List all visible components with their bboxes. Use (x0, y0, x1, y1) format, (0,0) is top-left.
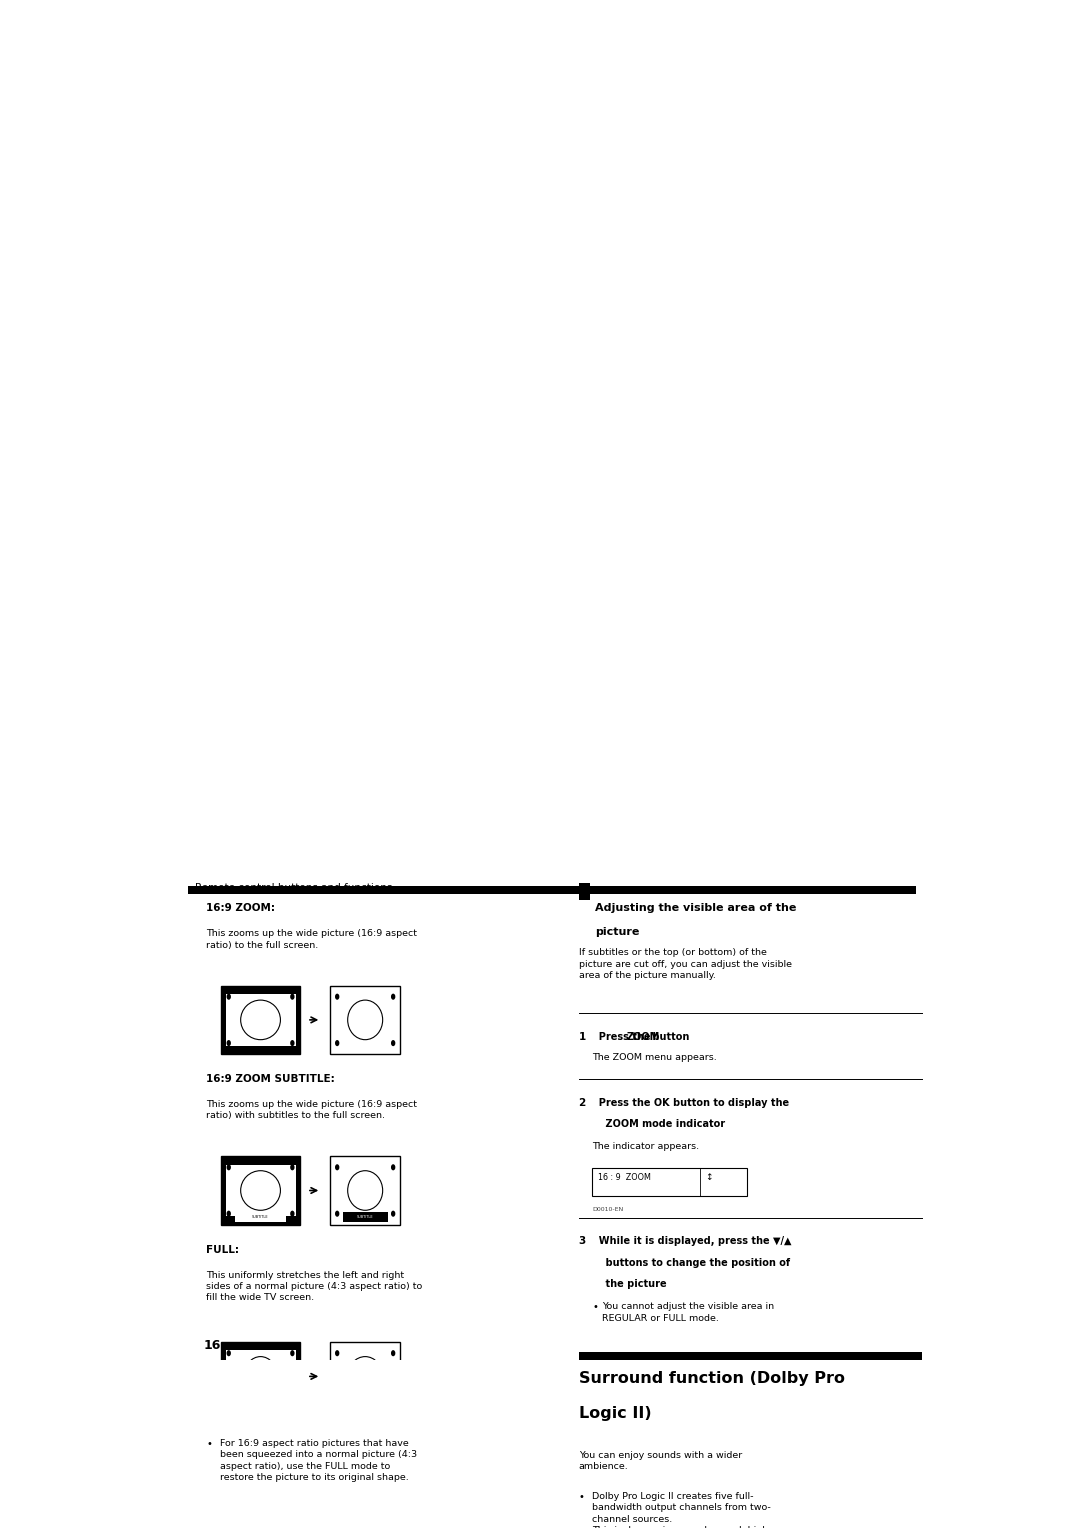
Bar (579, 1352, 922, 1361)
Bar (220, 1157, 300, 1224)
Text: The indicator appears.: The indicator appears. (592, 1143, 699, 1151)
Bar (330, 986, 401, 1054)
Circle shape (291, 1351, 295, 1357)
Bar (592, 1167, 747, 1196)
Circle shape (227, 993, 231, 999)
Circle shape (227, 1210, 231, 1216)
Text: 1: 1 (579, 1031, 585, 1042)
Circle shape (291, 993, 295, 999)
Text: the picture: the picture (592, 1279, 666, 1288)
Circle shape (335, 1351, 339, 1357)
Text: 3: 3 (579, 1236, 585, 1247)
Circle shape (391, 1041, 395, 1047)
Bar (226, 1164, 296, 1216)
Circle shape (291, 1397, 295, 1403)
Bar (579, 883, 591, 900)
Bar (342, 1212, 388, 1222)
Text: Press the OK button to display the: Press the OK button to display the (592, 1097, 789, 1108)
Text: For 16:9 aspect ratio pictures that have
been squeezed into a normal picture (4:: For 16:9 aspect ratio pictures that have… (219, 1439, 417, 1482)
Text: 16:9 ZOOM SUBTITLE:: 16:9 ZOOM SUBTITLE: (206, 1074, 335, 1083)
Text: While it is displayed, press the ▼/▲: While it is displayed, press the ▼/▲ (592, 1236, 792, 1247)
Text: buttons to change the position of: buttons to change the position of (592, 1258, 791, 1268)
Text: •: • (579, 1491, 584, 1502)
Circle shape (291, 1164, 295, 1170)
Text: Press the: Press the (592, 1031, 653, 1042)
Text: This uniformly stretches the left and right
sides of a normal picture (4:3 aspec: This uniformly stretches the left and ri… (206, 1270, 422, 1302)
Bar (330, 1342, 401, 1410)
Bar (220, 1342, 300, 1410)
Text: 16:9 ZOOM:: 16:9 ZOOM: (206, 903, 275, 914)
Text: You can enjoy sounds with a wider
ambience.: You can enjoy sounds with a wider ambien… (579, 1450, 742, 1471)
Text: Surround function (Dolby Pro: Surround function (Dolby Pro (579, 1371, 845, 1386)
Text: picture: picture (595, 927, 639, 937)
Text: FULL:: FULL: (206, 1245, 239, 1254)
Bar (226, 993, 296, 1045)
Circle shape (227, 1397, 231, 1403)
Text: ZOOM mode indicator: ZOOM mode indicator (592, 1118, 725, 1129)
Text: SUBTITLE: SUBTITLE (356, 1215, 374, 1219)
Circle shape (391, 1351, 395, 1357)
Text: 16: 16 (204, 1339, 221, 1352)
Bar (206, 1519, 218, 1528)
Circle shape (391, 1164, 395, 1170)
Text: ZOOM: ZOOM (626, 1031, 660, 1042)
Text: If subtitles or the top (or bottom) of the
picture are cut off, you can adjust t: If subtitles or the top (or bottom) of t… (579, 947, 792, 979)
Text: This zooms up the wide picture (16:9 aspect
ratio) to the full screen.: This zooms up the wide picture (16:9 asp… (206, 929, 417, 950)
Text: This zooms up the wide picture (16:9 aspect
ratio) with subtitles to the full sc: This zooms up the wide picture (16:9 asp… (206, 1100, 417, 1120)
Circle shape (291, 1041, 295, 1047)
Text: 16 : 9  ZOOM: 16 : 9 ZOOM (598, 1174, 651, 1181)
Text: SUBTITLE: SUBTITLE (253, 1215, 269, 1219)
Circle shape (335, 1041, 339, 1047)
Bar (330, 1157, 401, 1224)
Text: Dolby Pro Logic II creates five full-
bandwidth output channels from two-
channe: Dolby Pro Logic II creates five full- ba… (592, 1491, 771, 1528)
Text: ↕: ↕ (705, 1174, 713, 1181)
Text: Remote control buttons and functions: Remote control buttons and functions (195, 883, 393, 894)
Text: D0010-EN: D0010-EN (592, 1207, 623, 1212)
Circle shape (391, 1397, 395, 1403)
Circle shape (335, 1397, 339, 1403)
Text: You cannot adjust the visible area in
REGULAR or FULL mode.: You cannot adjust the visible area in RE… (602, 1302, 774, 1323)
Bar (188, 886, 916, 894)
Circle shape (227, 1351, 231, 1357)
Circle shape (227, 1164, 231, 1170)
Bar (220, 986, 300, 1054)
Text: Logic II): Logic II) (579, 1406, 651, 1421)
Text: •: • (592, 1302, 598, 1313)
Circle shape (227, 1041, 231, 1047)
Circle shape (335, 993, 339, 999)
Text: button: button (649, 1031, 689, 1042)
Circle shape (291, 1210, 295, 1216)
Text: 2: 2 (579, 1097, 585, 1108)
Circle shape (335, 1164, 339, 1170)
Bar (226, 1351, 296, 1403)
Bar (235, 1212, 286, 1222)
Text: Adjusting the visible area of the: Adjusting the visible area of the (595, 903, 797, 914)
Text: The ZOOM menu appears.: The ZOOM menu appears. (592, 1053, 717, 1062)
Text: •: • (206, 1439, 212, 1449)
Circle shape (335, 1210, 339, 1216)
Circle shape (391, 993, 395, 999)
Circle shape (391, 1210, 395, 1216)
